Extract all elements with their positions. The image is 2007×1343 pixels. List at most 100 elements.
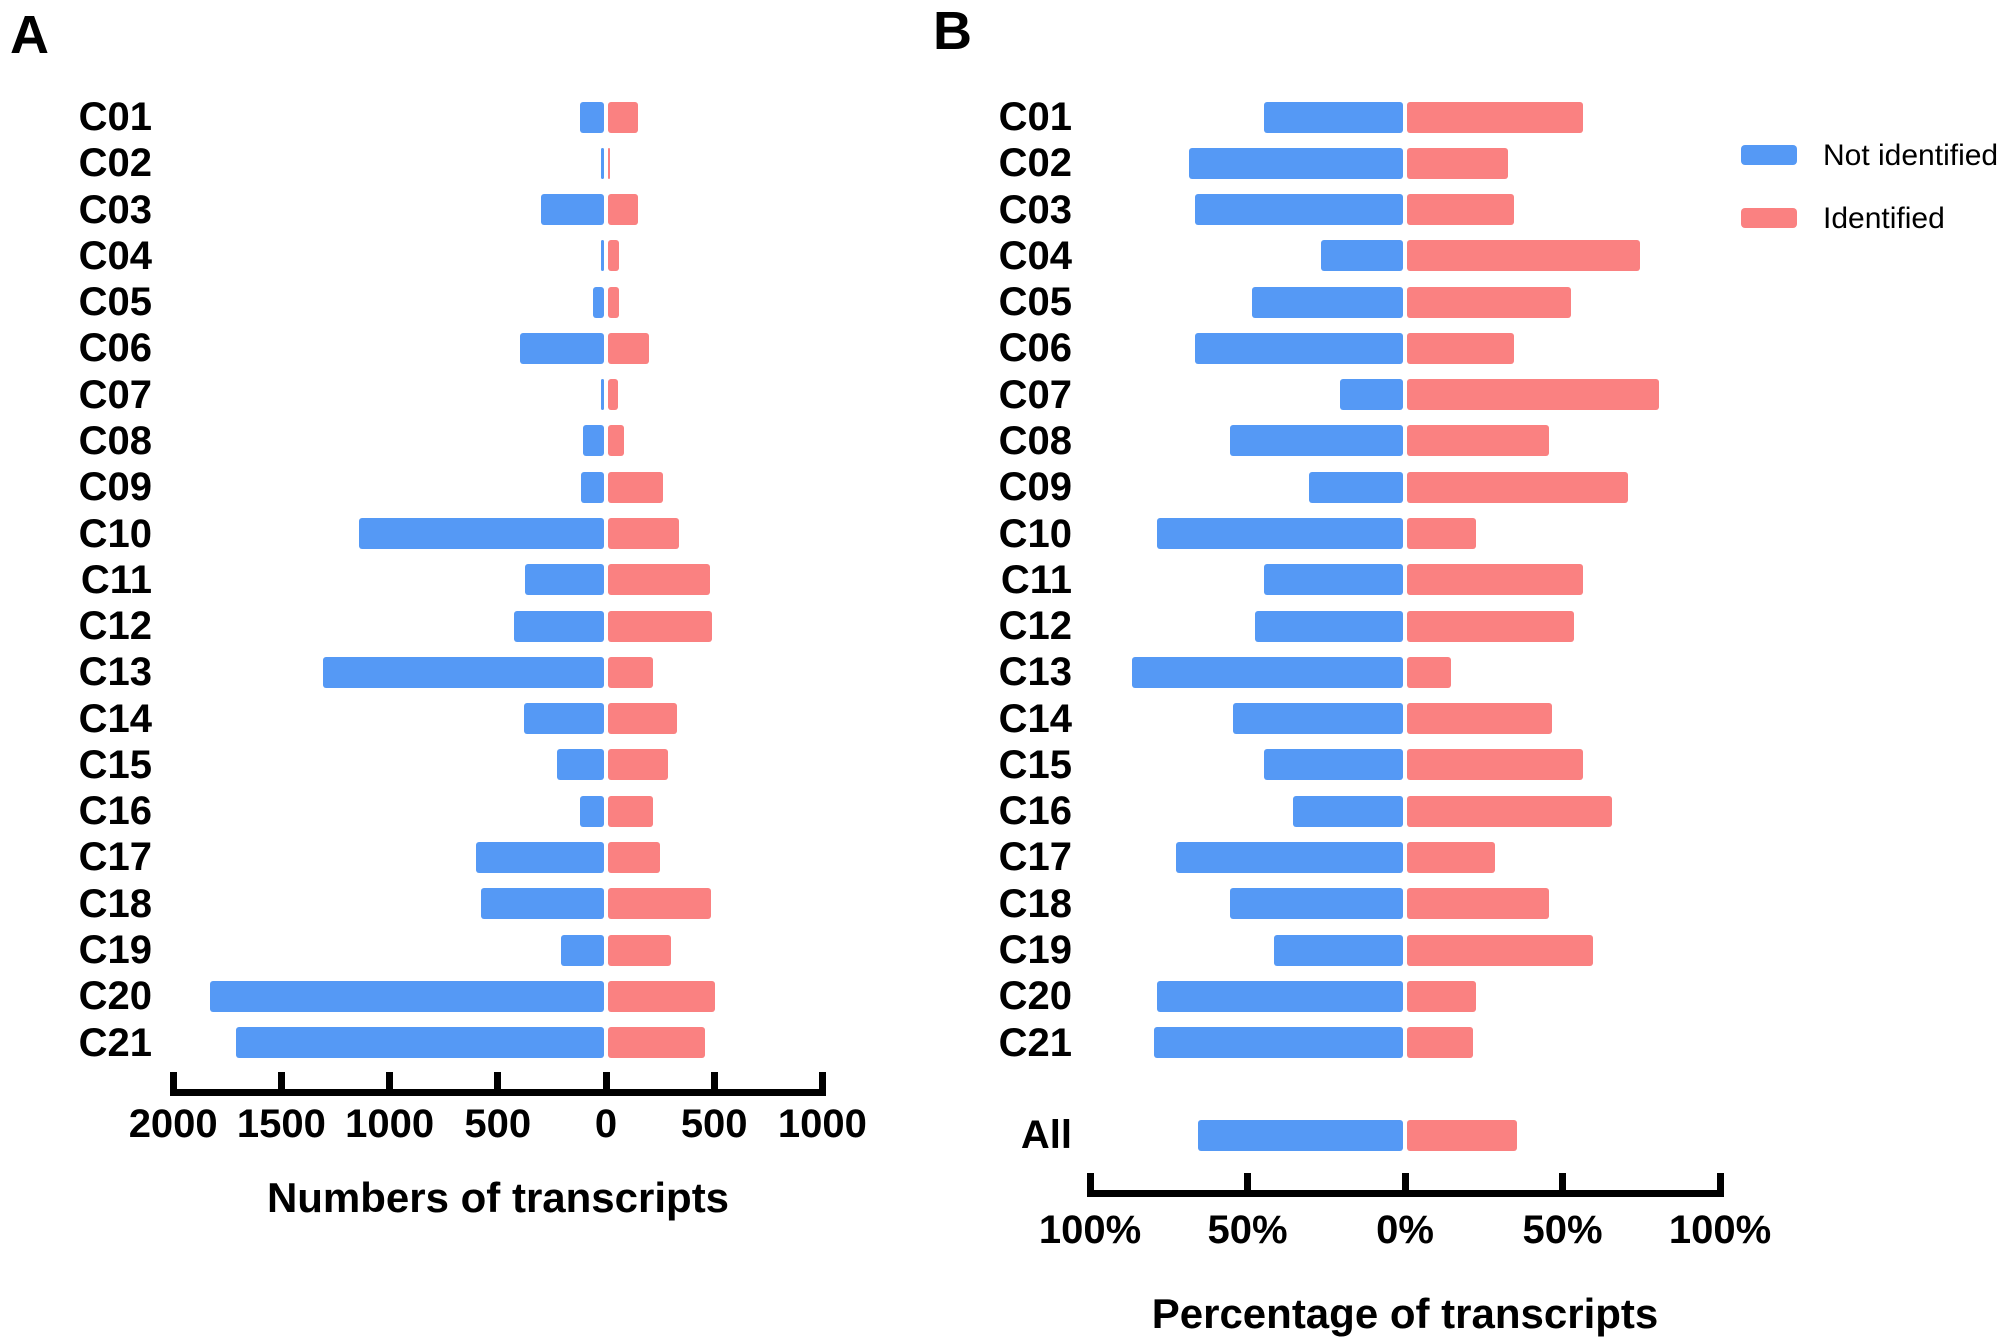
panel-b-bar-all-not-identified xyxy=(1198,1119,1403,1151)
panel-a-bar-c21-not-identified xyxy=(236,1027,604,1059)
panel-b-bar-c21-identified xyxy=(1407,1027,1474,1059)
panel-b-bar-c14-identified xyxy=(1407,703,1552,735)
panel-a-tick-label-0: 2000 xyxy=(128,1102,218,1146)
panel-a-tick-label-5: 500 xyxy=(680,1102,748,1146)
panel-b-category-c20: C20 xyxy=(998,974,1072,1019)
panel-b-bar-c04-identified xyxy=(1407,240,1641,272)
panel-b-bar-c01-identified xyxy=(1407,101,1584,133)
panel-a-axis-tick-5 xyxy=(710,1072,718,1096)
panel-a-bar-c08-not-identified xyxy=(583,425,604,457)
panel-b-category-c11: C11 xyxy=(1000,557,1072,602)
panel-b-axis-tick-0 xyxy=(1086,1173,1094,1197)
panel-a-bar-c10-identified xyxy=(608,518,680,550)
panel-a-axis-tick-6 xyxy=(818,1072,826,1096)
panel-b-category-c09: C09 xyxy=(998,465,1072,510)
panel-a-bar-c14-not-identified xyxy=(523,703,604,735)
panel-a-axis-tick-2 xyxy=(386,1072,394,1096)
panel-b-bar-c05-identified xyxy=(1407,286,1571,318)
panel-a-bar-c15-not-identified xyxy=(557,749,604,781)
panel-a-bar-c02-not-identified xyxy=(600,147,604,179)
panel-a-bar-c16-identified xyxy=(608,795,654,827)
panel-a-bar-c09-identified xyxy=(608,471,664,503)
panel-a-bar-c16-not-identified xyxy=(580,795,604,827)
legend-label-not-identified: Not identified xyxy=(1823,139,1999,172)
panel-a-tick-label-3: 500 xyxy=(464,1102,532,1146)
panel-a-category-c17: C17 xyxy=(78,835,152,880)
panel-b-axis-tick-4 xyxy=(1716,1173,1724,1197)
panel-a-bar-c01-identified xyxy=(608,101,639,133)
panel-a-axis-tick-0 xyxy=(169,1072,177,1096)
panel-a-category-c18: C18 xyxy=(78,881,152,926)
panel-a-bar-c12-not-identified xyxy=(514,610,604,642)
panel-b-category-c06: C06 xyxy=(998,326,1072,371)
panel-a-category-c15: C15 xyxy=(78,742,152,787)
panel-b-bar-c12-identified xyxy=(1407,610,1574,642)
panel-a-category-c14: C14 xyxy=(78,696,152,741)
legend-label-identified: Identified xyxy=(1823,202,1945,235)
panel-b-category-c21: C21 xyxy=(998,1020,1072,1065)
panel-a-bar-c11-not-identified xyxy=(525,564,604,596)
panel-a-bar-c06-not-identified xyxy=(519,332,604,364)
panel-b-bar-c09-not-identified xyxy=(1308,471,1403,503)
panel-a-category-c09: C09 xyxy=(78,465,152,510)
panel-a-tick-label-2: 1000 xyxy=(345,1102,435,1146)
panel-b-category-c16: C16 xyxy=(998,789,1072,834)
panel-a-bar-c09-not-identified xyxy=(581,471,604,503)
panel-b-category-c17: C17 xyxy=(998,835,1072,880)
panel-b-category-c01: C01 xyxy=(998,95,1072,139)
panel-b-bar-c01-not-identified xyxy=(1264,101,1403,133)
panel-a-category-c20: C20 xyxy=(78,974,152,1019)
panel-a-category-c12: C12 xyxy=(78,604,152,649)
panel-a-bar-c07-identified xyxy=(608,379,618,411)
panel-b-bar-c02-identified xyxy=(1407,147,1508,179)
panel-a-bar-c21-identified xyxy=(608,1027,706,1059)
panel-a-category-c04: C04 xyxy=(78,233,152,278)
panel-b-category-c10: C10 xyxy=(998,511,1072,556)
panel-b-bar-c06-not-identified xyxy=(1195,332,1403,364)
panel-b-tick-label-3: 50% xyxy=(1522,1208,1603,1252)
panel-b-axis-title: Percentage of transcripts xyxy=(1151,1290,1659,1337)
panel-b-category-c18: C18 xyxy=(998,881,1072,926)
panel-b-bar-c10-not-identified xyxy=(1157,518,1403,550)
panel-b-bar-c17-not-identified xyxy=(1176,841,1403,873)
panel-b-bar-c08-identified xyxy=(1407,425,1549,457)
panel-b-bar-c21-not-identified xyxy=(1154,1027,1403,1059)
panel-b-bar-c13-not-identified xyxy=(1132,656,1403,688)
panel-a-bar-c19-identified xyxy=(608,934,671,966)
panel-b-category-c03: C03 xyxy=(998,187,1072,232)
panel-a-bar-c17-not-identified xyxy=(476,841,604,873)
panel-a-bar-c08-identified xyxy=(608,425,625,457)
panel-b-bar-c03-identified xyxy=(1407,194,1515,226)
panel-b-bar-c07-identified xyxy=(1407,379,1659,411)
panel-b-category-c04: C04 xyxy=(998,233,1072,278)
panel-b-category-c07: C07 xyxy=(998,372,1072,417)
panel-b-bar-c08-not-identified xyxy=(1229,425,1403,457)
panel-b-category-c14: C14 xyxy=(998,696,1072,741)
panel-b-bar-c15-not-identified xyxy=(1264,749,1403,781)
panel-a-axis-tick-3 xyxy=(494,1072,502,1096)
panel-b-tick-label-2: 0% xyxy=(1376,1208,1434,1252)
panel-b-bar-c11-identified xyxy=(1407,564,1584,596)
panel-a-category-c08: C08 xyxy=(78,418,152,463)
panel-a-bar-c07-not-identified xyxy=(601,379,604,411)
panel-b-bar-c13-identified xyxy=(1407,656,1452,688)
panel-b-tick-label-1: 50% xyxy=(1207,1208,1288,1252)
panel-b-bar-c19-not-identified xyxy=(1273,934,1403,966)
panel-b-category-c19: C19 xyxy=(998,928,1072,973)
panel-b-axis-tick-1 xyxy=(1244,1173,1251,1197)
panel-b-axis-tick-2 xyxy=(1401,1173,1409,1197)
panel-a-category-c02: C02 xyxy=(78,141,152,186)
panel-a-category-c11: C11 xyxy=(80,557,152,602)
legend-swatch-not-identified xyxy=(1741,145,1797,165)
panel-b-category-c12: C12 xyxy=(998,604,1072,649)
panel-a-bar-c04-not-identified xyxy=(600,240,604,272)
panel-a-label: A xyxy=(10,5,49,65)
panel-b-bar-c20-identified xyxy=(1407,980,1477,1012)
panel-b-category-c15: C15 xyxy=(998,742,1072,787)
panel-a-category-c10: C10 xyxy=(78,511,152,556)
legend-swatch-identified xyxy=(1741,208,1797,228)
panel-b-bar-c15-identified xyxy=(1407,749,1584,781)
panel-b-category-all: All xyxy=(1020,1113,1072,1157)
panel-b-bar-c03-not-identified xyxy=(1195,194,1403,226)
